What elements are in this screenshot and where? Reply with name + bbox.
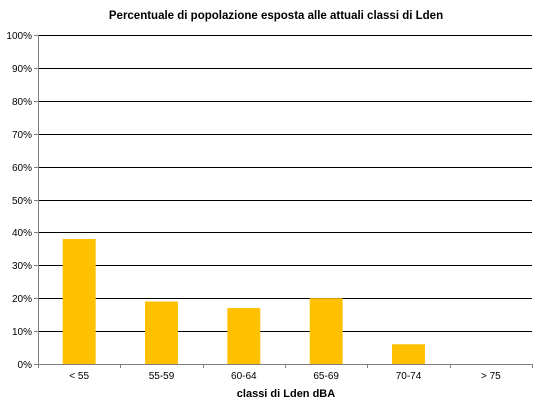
x-axis-ticks: < 55 55-59 60-64 65-69 70-74 > 75 xyxy=(38,364,533,382)
x-tick-label: 70-74 xyxy=(396,371,422,382)
axes xyxy=(38,35,532,365)
bar xyxy=(62,238,96,364)
x-tick-label: 55-59 xyxy=(149,371,175,382)
y-tick-label: 50% xyxy=(12,196,32,207)
y-tick-label: 20% xyxy=(12,294,32,305)
y-tick-label: 60% xyxy=(12,163,32,174)
y-tick-label: 70% xyxy=(12,130,32,141)
bars xyxy=(62,238,425,364)
bar xyxy=(392,344,425,364)
bar xyxy=(309,298,343,364)
bar xyxy=(227,308,261,364)
x-axis-label: classi di Lden dBA xyxy=(237,388,335,400)
chart-title: Percentuale di popolazione esposta alle … xyxy=(109,10,443,22)
y-tick-label: 10% xyxy=(12,327,32,338)
y-tick-label: 40% xyxy=(12,228,32,239)
y-tick-label: 30% xyxy=(12,261,32,272)
gridlines xyxy=(38,35,532,332)
y-tick-label: 90% xyxy=(12,64,32,75)
y-tick-label: 0% xyxy=(18,360,33,371)
x-tick-label: 65-69 xyxy=(313,371,339,382)
y-tick-label: 100% xyxy=(6,31,32,42)
bar xyxy=(145,301,178,364)
x-tick-label: > 75 xyxy=(481,371,501,382)
x-tick-label: < 55 xyxy=(69,371,89,382)
y-tick-label: 80% xyxy=(12,97,32,108)
y-axis-ticks: 0% 10% 20% 30% 40% 50% 60% 70% 80% 90% 100% xyxy=(6,31,38,371)
x-tick-label: 60-64 xyxy=(231,371,257,382)
